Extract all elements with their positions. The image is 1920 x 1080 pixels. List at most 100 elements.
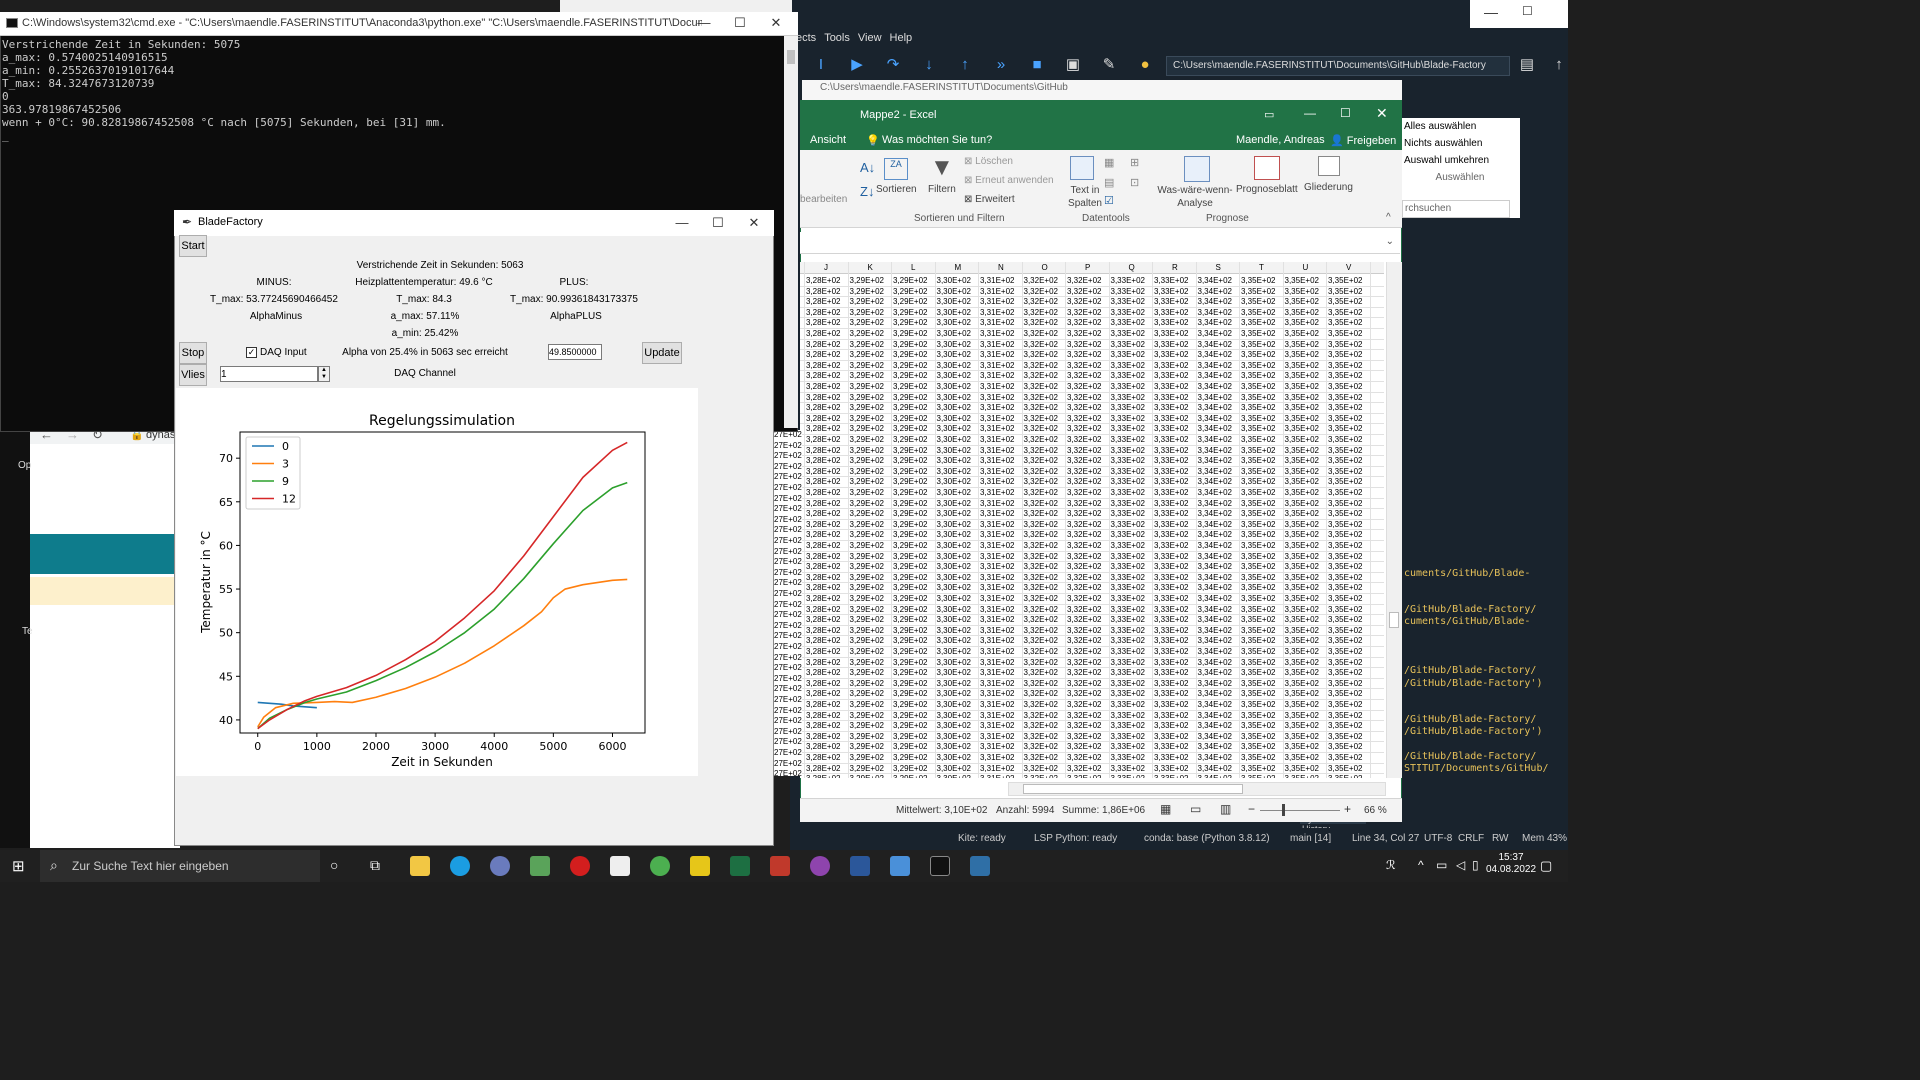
table-cell[interactable]: 27E+02 bbox=[774, 726, 802, 736]
table-cell[interactable]: 3,35E+02 bbox=[1284, 721, 1319, 731]
table-cell[interactable]: 3,33E+02 bbox=[1154, 413, 1189, 423]
table-cell[interactable]: 3,31E+02 bbox=[980, 286, 1015, 296]
table-cell[interactable]: 3,33E+02 bbox=[1154, 477, 1189, 487]
table-cell[interactable]: 3,35E+02 bbox=[1284, 413, 1319, 423]
table-cell[interactable]: 3,35E+02 bbox=[1284, 392, 1319, 402]
table-cell[interactable]: 3,35E+02 bbox=[1284, 350, 1319, 360]
table-cell[interactable]: 3,31E+02 bbox=[980, 731, 1015, 741]
table-cell[interactable]: 3,34E+02 bbox=[1197, 424, 1232, 434]
table-cell[interactable]: 3,28E+02 bbox=[806, 488, 841, 497]
table-cell[interactable]: 3,30E+02 bbox=[936, 339, 971, 349]
text-to-columns-button[interactable]: Text in Spalten bbox=[1068, 185, 1102, 209]
table-cell[interactable]: 3,34E+02 bbox=[1197, 519, 1232, 529]
column-header[interactable]: T bbox=[1259, 263, 1264, 272]
table-cell[interactable]: 3,31E+02 bbox=[980, 350, 1015, 360]
close-icon[interactable]: ✕ bbox=[770, 15, 782, 30]
table-cell[interactable]: 3,30E+02 bbox=[936, 435, 971, 444]
table-cell[interactable]: 3,33E+02 bbox=[1110, 753, 1145, 762]
table-cell[interactable]: 27E+02 bbox=[774, 716, 802, 726]
outline-button[interactable]: Gliederung bbox=[1304, 182, 1353, 193]
table-cell[interactable]: 3,32E+02 bbox=[1023, 625, 1058, 635]
table-cell[interactable]: 3,35E+02 bbox=[1241, 636, 1276, 646]
table-cell[interactable]: 3,32E+02 bbox=[1023, 286, 1058, 296]
table-cell[interactable]: 3,33E+02 bbox=[1110, 763, 1145, 773]
table-cell[interactable]: 3,29E+02 bbox=[849, 742, 884, 752]
table-cell[interactable]: 3,33E+02 bbox=[1110, 572, 1145, 582]
table-cell[interactable]: 3,35E+02 bbox=[1328, 413, 1363, 423]
table-cell[interactable]: 27E+02 bbox=[774, 440, 802, 450]
table-cell[interactable]: 3,29E+02 bbox=[849, 445, 884, 455]
table-cell[interactable]: 27E+02 bbox=[774, 557, 802, 567]
table-cell[interactable]: 3,29E+02 bbox=[849, 509, 884, 519]
table-cell[interactable]: 3,29E+02 bbox=[893, 583, 928, 593]
table-cell[interactable]: 3,35E+02 bbox=[1284, 541, 1319, 550]
battery-icon[interactable]: ▭ bbox=[1436, 858, 1448, 872]
table-cell[interactable]: 3,34E+02 bbox=[1197, 636, 1232, 646]
table-cell[interactable]: 27E+02 bbox=[774, 461, 802, 471]
table-cell[interactable]: 3,32E+02 bbox=[1023, 668, 1058, 678]
invert-selection-button[interactable]: Auswahl umkehren bbox=[1404, 155, 1490, 166]
table-cell[interactable]: 3,31E+02 bbox=[980, 753, 1015, 762]
volume-icon[interactable]: ◁ bbox=[1456, 858, 1466, 872]
tab-view[interactable]: Ansicht bbox=[810, 134, 847, 146]
table-cell[interactable]: 3,29E+02 bbox=[849, 318, 884, 328]
close-icon[interactable]: ✕ bbox=[748, 215, 760, 230]
table-cell[interactable]: 3,28E+02 bbox=[806, 276, 841, 285]
table-cell[interactable]: 3,33E+02 bbox=[1110, 551, 1145, 561]
table-cell[interactable]: 3,33E+02 bbox=[1154, 276, 1189, 285]
table-cell[interactable]: 3,31E+02 bbox=[980, 456, 1015, 466]
table-cell[interactable]: 3,34E+02 bbox=[1197, 329, 1232, 338]
table-cell[interactable]: 3,32E+02 bbox=[1067, 731, 1102, 741]
table-cell[interactable]: 27E+02 bbox=[774, 642, 802, 651]
table-cell[interactable]: 3,31E+02 bbox=[980, 541, 1015, 550]
column-header[interactable]: J bbox=[824, 263, 828, 272]
working-directory-input[interactable]: C:\Users\maendle.FASERINSTITUT\Documents… bbox=[1166, 56, 1510, 76]
table-cell[interactable]: 3,33E+02 bbox=[1110, 445, 1145, 455]
table-cell[interactable]: 3,35E+02 bbox=[1241, 689, 1276, 699]
table-cell[interactable]: 3,29E+02 bbox=[893, 519, 928, 529]
table-cell[interactable]: 3,34E+02 bbox=[1197, 371, 1232, 381]
table-cell[interactable]: 3,35E+02 bbox=[1241, 329, 1276, 338]
table-cell[interactable]: 3,32E+02 bbox=[1023, 318, 1058, 328]
table-cell[interactable]: 3,28E+02 bbox=[806, 689, 841, 699]
ribbon-display-icon[interactable]: ▭ bbox=[1264, 109, 1275, 121]
table-cell[interactable]: 3,29E+02 bbox=[893, 604, 928, 614]
table-cell[interactable]: 27E+02 bbox=[774, 514, 802, 524]
table-cell[interactable]: 3,29E+02 bbox=[893, 424, 928, 434]
column-header[interactable]: S bbox=[1215, 263, 1221, 272]
step-icon[interactable]: ↷ bbox=[886, 56, 900, 73]
table-cell[interactable]: 3,29E+02 bbox=[849, 350, 884, 360]
table-cell[interactable]: 3,34E+02 bbox=[1197, 615, 1232, 625]
table-cell[interactable]: 3,32E+02 bbox=[1023, 551, 1058, 561]
table-cell[interactable]: 3,33E+02 bbox=[1110, 700, 1145, 709]
table-cell[interactable]: 3,35E+02 bbox=[1241, 519, 1276, 529]
table-cell[interactable]: 3,35E+02 bbox=[1284, 360, 1319, 370]
minimize-icon[interactable]: — bbox=[1304, 106, 1316, 120]
table-cell[interactable]: 3,33E+02 bbox=[1110, 636, 1145, 646]
table-cell[interactable]: 3,28E+02 bbox=[806, 572, 841, 582]
table-cell[interactable]: 3,32E+02 bbox=[1067, 551, 1102, 561]
text-to-columns-icon[interactable] bbox=[1070, 156, 1094, 180]
table-cell[interactable]: 3,29E+02 bbox=[893, 678, 928, 688]
table-cell[interactable]: 3,31E+02 bbox=[980, 498, 1015, 508]
table-cell[interactable]: 3,33E+02 bbox=[1154, 594, 1189, 603]
table-cell[interactable]: 3,31E+02 bbox=[980, 657, 1015, 667]
table-cell[interactable]: 3,35E+02 bbox=[1241, 753, 1276, 762]
table-cell[interactable]: 3,28E+02 bbox=[806, 774, 840, 778]
table-cell[interactable]: 3,30E+02 bbox=[936, 731, 971, 741]
table-cell[interactable]: 3,35E+02 bbox=[1328, 583, 1363, 593]
table-cell[interactable]: 3,30E+02 bbox=[936, 318, 971, 328]
table-cell[interactable]: 3,32E+02 bbox=[1067, 329, 1102, 338]
table-cell[interactable]: 3,35E+02 bbox=[1241, 466, 1276, 476]
table-cell[interactable]: 3,34E+02 bbox=[1197, 445, 1232, 455]
table-cell[interactable]: 3,28E+02 bbox=[806, 625, 841, 635]
table-cell[interactable]: 3,32E+02 bbox=[1023, 297, 1058, 307]
table-cell[interactable]: 3,29E+02 bbox=[893, 276, 928, 285]
remove-duplicates-icon[interactable]: ▤ bbox=[1104, 177, 1115, 189]
table-cell[interactable]: 3,28E+02 bbox=[806, 318, 841, 328]
table-cell[interactable]: 3,30E+02 bbox=[936, 678, 971, 688]
menu-tools[interactable]: Tools bbox=[824, 32, 850, 44]
table-cell[interactable]: 3,30E+02 bbox=[936, 360, 971, 370]
table-cell[interactable]: 3,33E+02 bbox=[1154, 763, 1189, 773]
table-cell[interactable]: 3,33E+02 bbox=[1154, 636, 1189, 646]
